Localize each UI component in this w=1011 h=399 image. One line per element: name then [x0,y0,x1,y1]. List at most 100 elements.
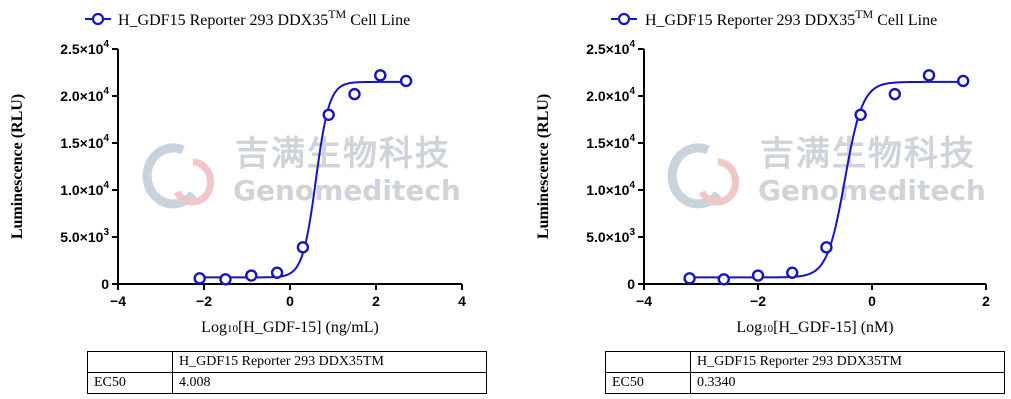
ec50-table-header-row: H_GDF15 Reporter 293 DDX35TM [87,351,487,373]
legend-suffix: Cell Line [346,12,410,29]
legend-suffix: Cell Line [873,12,937,29]
data-point [322,108,335,122]
watermark-logo-swirl-icon [173,158,215,206]
legend-marker [91,12,105,26]
y-tick-exponent: 4 [629,39,635,50]
fit-curve [689,80,964,279]
x-tick-label: 0 [868,293,876,309]
y-tick-mantissa: 2.5×10 [60,41,103,57]
y-tick-mantissa: 2.0×10 [586,88,629,104]
ec50-row-label: EC50 [87,372,173,394]
legend-name: H_GDF15 Reporter 293 DDX35 [118,12,328,29]
x-tick-label: 2 [982,293,990,309]
ec50-table-ng: H_GDF15 Reporter 293 DDX35TM EC50 4.008 [87,351,487,394]
chart-panel-ng: 吉满生物科技 Genomeditech H_GDF15 Reporter 293 D… [0,0,505,399]
x-axis-label: Log10[H_GDF-15] (nM) [736,319,893,336]
watermark-logo-swirl-icon [698,158,740,206]
ec50-table-row: EC50 4.008 [87,372,487,394]
x-axis-label: Log10[H_GDF-15] (ng/mL) [201,319,379,336]
y-tick-exponent: 4 [629,86,635,97]
y-tick-label: 1.0×104 [586,180,635,198]
y-tick-mantissa: 1.5×10 [60,135,103,151]
ec50-table-corner [87,351,173,373]
x-tick-label: −4 [636,293,652,309]
data-point [374,69,387,82]
data-point [683,272,696,285]
y-tick-mantissa: 2.5×10 [586,41,629,57]
chart-panel-nm: 吉满生物科技 Genomeditech H_GDF15 Reporter 293 D… [505,0,1010,399]
legend-label: H_GDF15 Reporter 293 DDX35TM Cell Line [118,7,410,29]
y-tick-exponent: 4 [103,133,109,144]
watermark-chinese: 吉满生物科技 [235,134,451,174]
x-axis-label-subscript: 10 [227,323,239,335]
y-tick-exponent: 4 [103,180,109,191]
data-point [820,241,833,254]
data-point [296,241,310,254]
data-point [219,273,232,286]
y-tick-exponent: 3 [629,227,635,238]
ec50-table-header: H_GDF15 Reporter 293 DDX35TM [172,351,487,373]
legend-superscript: TM [328,7,346,21]
data-point [854,108,867,122]
x-tick-label: 0 [286,293,294,309]
legend-name: H_GDF15 Reporter 293 DDX35 [645,12,855,29]
y-tick-exponent: 4 [103,39,109,50]
y-tick-mantissa: 1.5×10 [586,135,629,151]
x-tick-label: −2 [196,293,212,309]
data-point [399,74,413,88]
x-axis-label-log: Log [201,319,227,336]
y-tick-label: 2.0×104 [60,86,109,104]
data-point [348,87,361,101]
y-tick-mantissa: 5.0×10 [586,229,629,245]
watermark-english: Genomeditech [233,174,461,207]
y-tick-label: 0 [627,276,635,292]
y-tick-label: 5.0×103 [586,227,635,245]
y-tick-label: 5.0×103 [60,227,109,245]
legend-superscript: TM [855,7,873,21]
y-tick-mantissa: 1.0×10 [60,182,103,198]
data-point [245,269,258,282]
y-tick-mantissa: 5.0×10 [60,229,103,245]
ec50-row-value: 4.008 [172,372,487,394]
data-point [922,69,936,82]
y-tick-mantissa: 1.0×10 [586,182,629,198]
x-tick-label: −2 [750,293,766,309]
data-point [193,272,206,285]
y-axis-label: Luminescence (RLU) [9,94,26,239]
data-point [888,87,901,101]
data-point [957,74,970,88]
y-tick-label: 1.5×104 [60,133,109,151]
data-point [717,273,730,286]
y-axis-label: Luminescence (RLU) [535,94,552,239]
ec50-table-header: H_GDF15 Reporter 293 DDX35TM [690,351,1005,373]
y-tick-exponent: 4 [629,133,635,144]
ec50-table-corner [605,351,691,373]
watermark-logo-icon [142,143,197,209]
x-axis-label-rest: [H_GDF-15] (ng/mL) [238,319,379,336]
watermark-chinese: 吉满生物科技 [760,134,976,174]
y-tick-label: 1.0×104 [60,180,109,198]
x-tick-label: 2 [372,293,380,309]
x-axis-label-log: Log [736,319,762,336]
y-tick-mantissa: 2.0×10 [60,88,103,104]
y-tick-exponent: 4 [629,180,635,191]
y-tick-label: 1.5×104 [586,133,635,151]
legend-marker [617,12,631,26]
ec50-table-row: EC50 0.3340 [605,372,1005,394]
legend: H_GDF15 Reporter 293 DDX35TM Cell Line [611,7,937,29]
ec50-table-header-row: H_GDF15 Reporter 293 DDX35TM [605,351,1005,373]
watermark-english: Genomeditech [758,174,986,207]
legend: H_GDF15 Reporter 293 DDX35TM Cell Line [85,7,410,29]
data-point [786,266,799,279]
y-tick-label: 2.5×104 [586,39,635,57]
y-tick-label: 0 [101,276,109,292]
x-tick-label: −4 [110,293,126,309]
x-axis-label-subscript: 10 [762,323,774,335]
y-tick-label: 2.0×104 [586,86,635,104]
y-tick-exponent: 3 [103,227,109,238]
